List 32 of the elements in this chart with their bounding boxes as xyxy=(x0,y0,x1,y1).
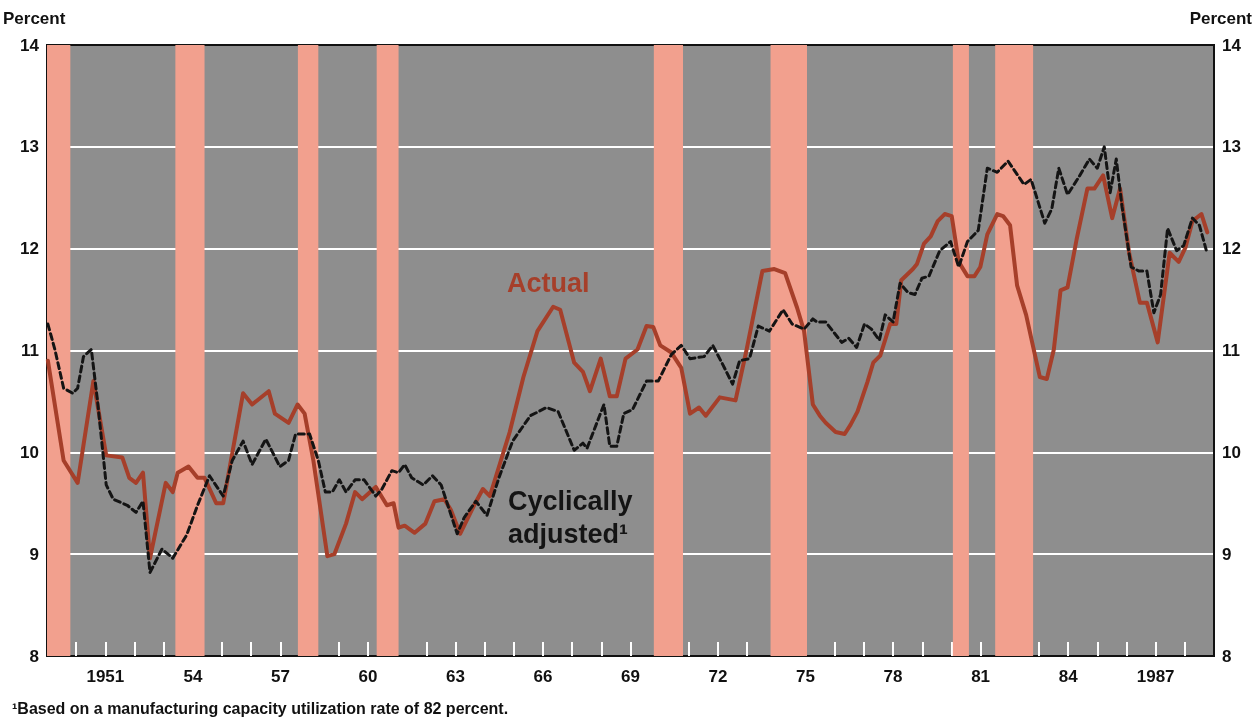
y2-tick-label: 10 xyxy=(1222,442,1241,462)
y2-tick-label: 11 xyxy=(1222,341,1240,360)
y2-axis-title: Percent xyxy=(1189,9,1253,28)
series-label: Actual xyxy=(507,267,590,298)
text: ¹Based on a manufacturing capacity utilization rate of 82 percent. xyxy=(12,699,509,717)
x-tick-label: 66 xyxy=(533,667,553,686)
x-tick-label: 63 xyxy=(445,667,465,686)
x-tick-label: 69 xyxy=(621,667,640,686)
x-tick-label: 60 xyxy=(358,667,378,686)
y-axis-title: Percent xyxy=(3,9,66,28)
x-tick-label: 1951 xyxy=(86,667,125,686)
y2-tick-label: 13 xyxy=(1222,137,1241,157)
series-label: Cyclically adjusted¹ xyxy=(508,485,641,549)
x-tick-label: 54 xyxy=(183,667,203,686)
y-tick-label: 13 xyxy=(20,137,39,157)
y2-tick-label: 12 xyxy=(1222,239,1241,259)
y2-tick-label: 8 xyxy=(1222,646,1232,666)
x-tick-label: 57 xyxy=(270,667,290,686)
y-tick-label: 12 xyxy=(20,239,39,259)
x-tick-label: 1987 xyxy=(1136,667,1175,686)
y-tick-label: 11 xyxy=(21,341,39,360)
y-tick-label: 8 xyxy=(29,646,39,666)
x-tick-label: 72 xyxy=(708,667,728,686)
x-tick-label: 75 xyxy=(796,667,816,686)
y2-tick-label: 14 xyxy=(1222,35,1242,55)
y-tick-label: 10 xyxy=(20,442,39,462)
x-tick-label: 84 xyxy=(1058,667,1079,686)
x-tick-label: 78 xyxy=(883,667,903,686)
x-tick-label: 81 xyxy=(971,667,991,686)
y-tick-label: 9 xyxy=(29,544,39,564)
y-tick-label: 14 xyxy=(20,35,40,55)
y2-tick-label: 9 xyxy=(1222,544,1232,564)
